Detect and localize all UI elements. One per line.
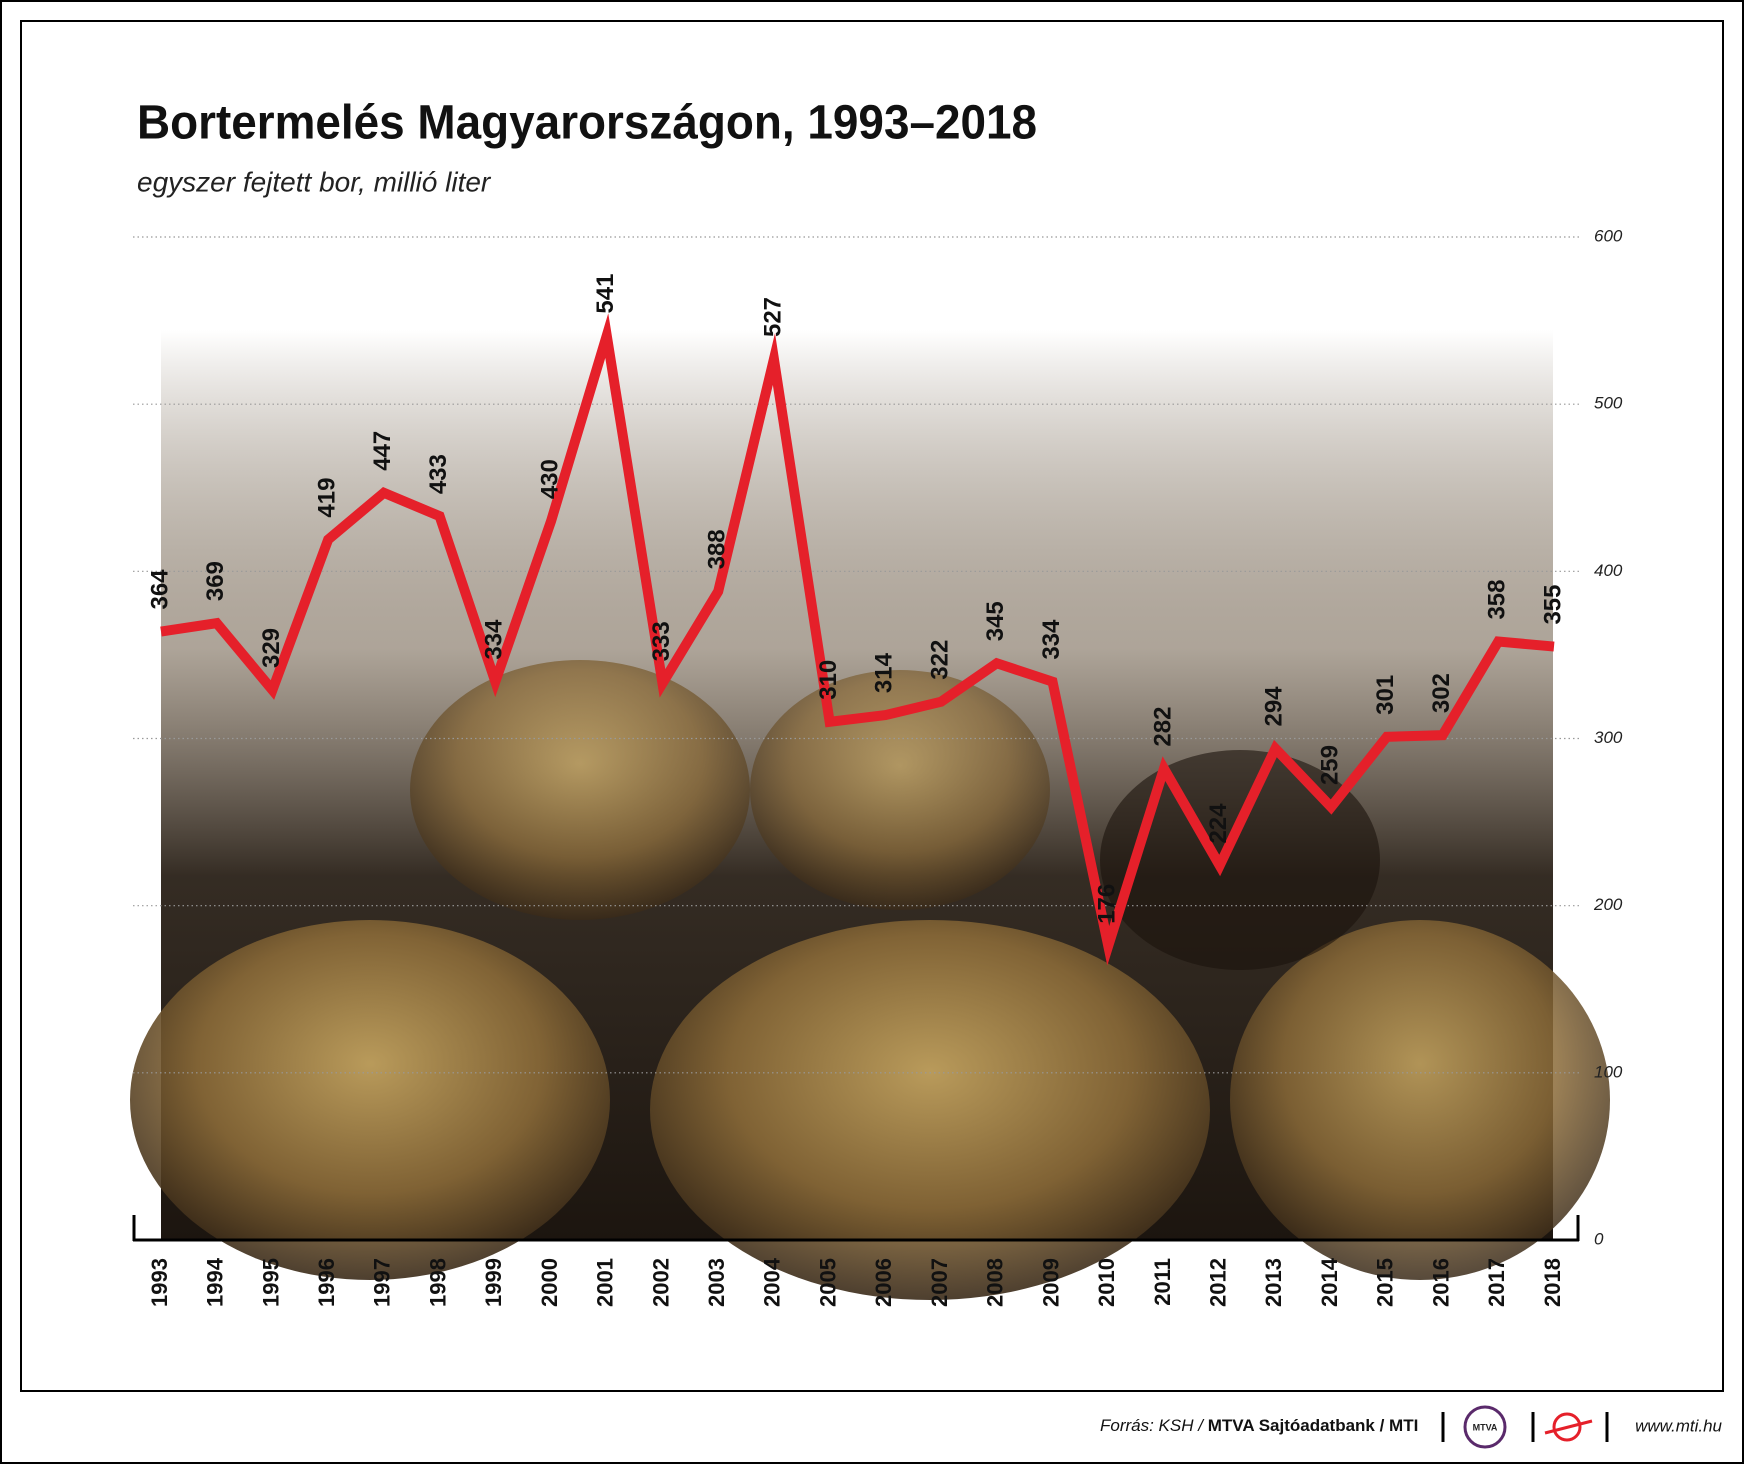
x-tick-label: 2012 (1205, 1258, 1230, 1307)
x-tick-label: 2008 (983, 1258, 1008, 1307)
source-prefix: Forrás: KSH / (1100, 1416, 1205, 1435)
data-label: 541 (592, 274, 619, 314)
data-label: 310 (815, 660, 842, 700)
x-tick-label: 2002 (648, 1258, 673, 1307)
x-tick-label: 2005 (815, 1258, 840, 1307)
x-tick-label: 2013 (1261, 1258, 1286, 1307)
x-tick-label: 2004 (760, 1257, 785, 1307)
x-tick-label: 1995 (258, 1258, 283, 1307)
chart-frame (20, 20, 1724, 1392)
data-label: 322 (926, 640, 953, 680)
x-tick-label: 2009 (1038, 1258, 1063, 1307)
data-label: 419 (314, 478, 341, 518)
data-label: 527 (759, 297, 786, 337)
data-label: 447 (369, 431, 396, 471)
logo-text: MTVA (1473, 1422, 1498, 1432)
x-tick-label: 2010 (1094, 1258, 1119, 1307)
y-tick-label: 100 (1594, 1062, 1623, 1081)
data-label: 430 (536, 459, 563, 499)
x-tick-label: 1998 (425, 1258, 450, 1307)
data-label: 358 (1484, 579, 1511, 619)
x-tick-label: 2007 (927, 1258, 952, 1307)
x-tick-label: 1999 (481, 1258, 506, 1307)
data-label: 345 (982, 601, 1009, 641)
x-tick-label: 2018 (1540, 1258, 1565, 1307)
source-org: MTVA Sajtóadatbank / MTI (1208, 1416, 1419, 1435)
chart-subtitle: egyszer fejtett bor, millió liter (137, 166, 492, 197)
data-label: 259 (1316, 745, 1343, 785)
y-tick-label: 0 (1594, 1229, 1604, 1248)
x-tick-label: 1994 (203, 1257, 228, 1307)
x-tick-label: 2016 (1428, 1258, 1453, 1307)
data-label: 364 (146, 569, 173, 610)
y-tick-label: 300 (1594, 728, 1623, 747)
data-label: 334 (481, 619, 508, 660)
x-tick-label: 1993 (147, 1258, 172, 1307)
data-label: 355 (1539, 585, 1566, 625)
data-label: 302 (1428, 673, 1455, 713)
data-label: 329 (258, 628, 285, 668)
x-tick-label: 1997 (370, 1258, 395, 1307)
x-tick-label: 2003 (704, 1258, 729, 1307)
y-tick-label: 500 (1594, 394, 1623, 413)
data-label: 369 (202, 561, 229, 601)
x-axis (132, 1215, 1580, 1242)
x-tick-label: 1996 (314, 1258, 339, 1307)
data-label: 294 (1261, 686, 1288, 727)
y-tick-label: 400 (1594, 561, 1623, 580)
y-tick-label: 600 (1594, 226, 1623, 245)
x-tick-label: 2006 (871, 1258, 896, 1307)
data-label: 301 (1372, 675, 1399, 715)
data-label: 334 (1038, 619, 1065, 660)
chart-title: Bortermelés Magyarországon, 1993–2018 (137, 97, 1037, 150)
x-tick-label: 2000 (537, 1258, 562, 1307)
data-label: 224 (1205, 803, 1232, 844)
background-photo (130, 330, 1610, 1300)
footer: Forrás: KSH / MTVA Sajtóadatbank / MTI M… (1100, 1405, 1723, 1449)
y-tick-label: 200 (1593, 895, 1623, 914)
x-tick-label: 2001 (593, 1258, 618, 1307)
data-label: 333 (648, 621, 675, 661)
x-tick-label: 2014 (1317, 1257, 1342, 1307)
x-tick-label: 2015 (1373, 1258, 1398, 1307)
x-tick-label: 2017 (1484, 1258, 1509, 1307)
data-line (160, 313, 1555, 966)
data-label: 282 (1149, 707, 1176, 747)
x-tick-label: 2011 (1150, 1258, 1175, 1306)
data-label: 176 (1094, 884, 1121, 924)
data-label: 388 (704, 529, 731, 569)
data-label: 433 (425, 454, 452, 494)
source: Forrás: KSH / MTVA Sajtóadatbank / MTI (1100, 1416, 1418, 1435)
data-label: 314 (871, 652, 898, 693)
url: www.mti.hu (1635, 1416, 1722, 1435)
